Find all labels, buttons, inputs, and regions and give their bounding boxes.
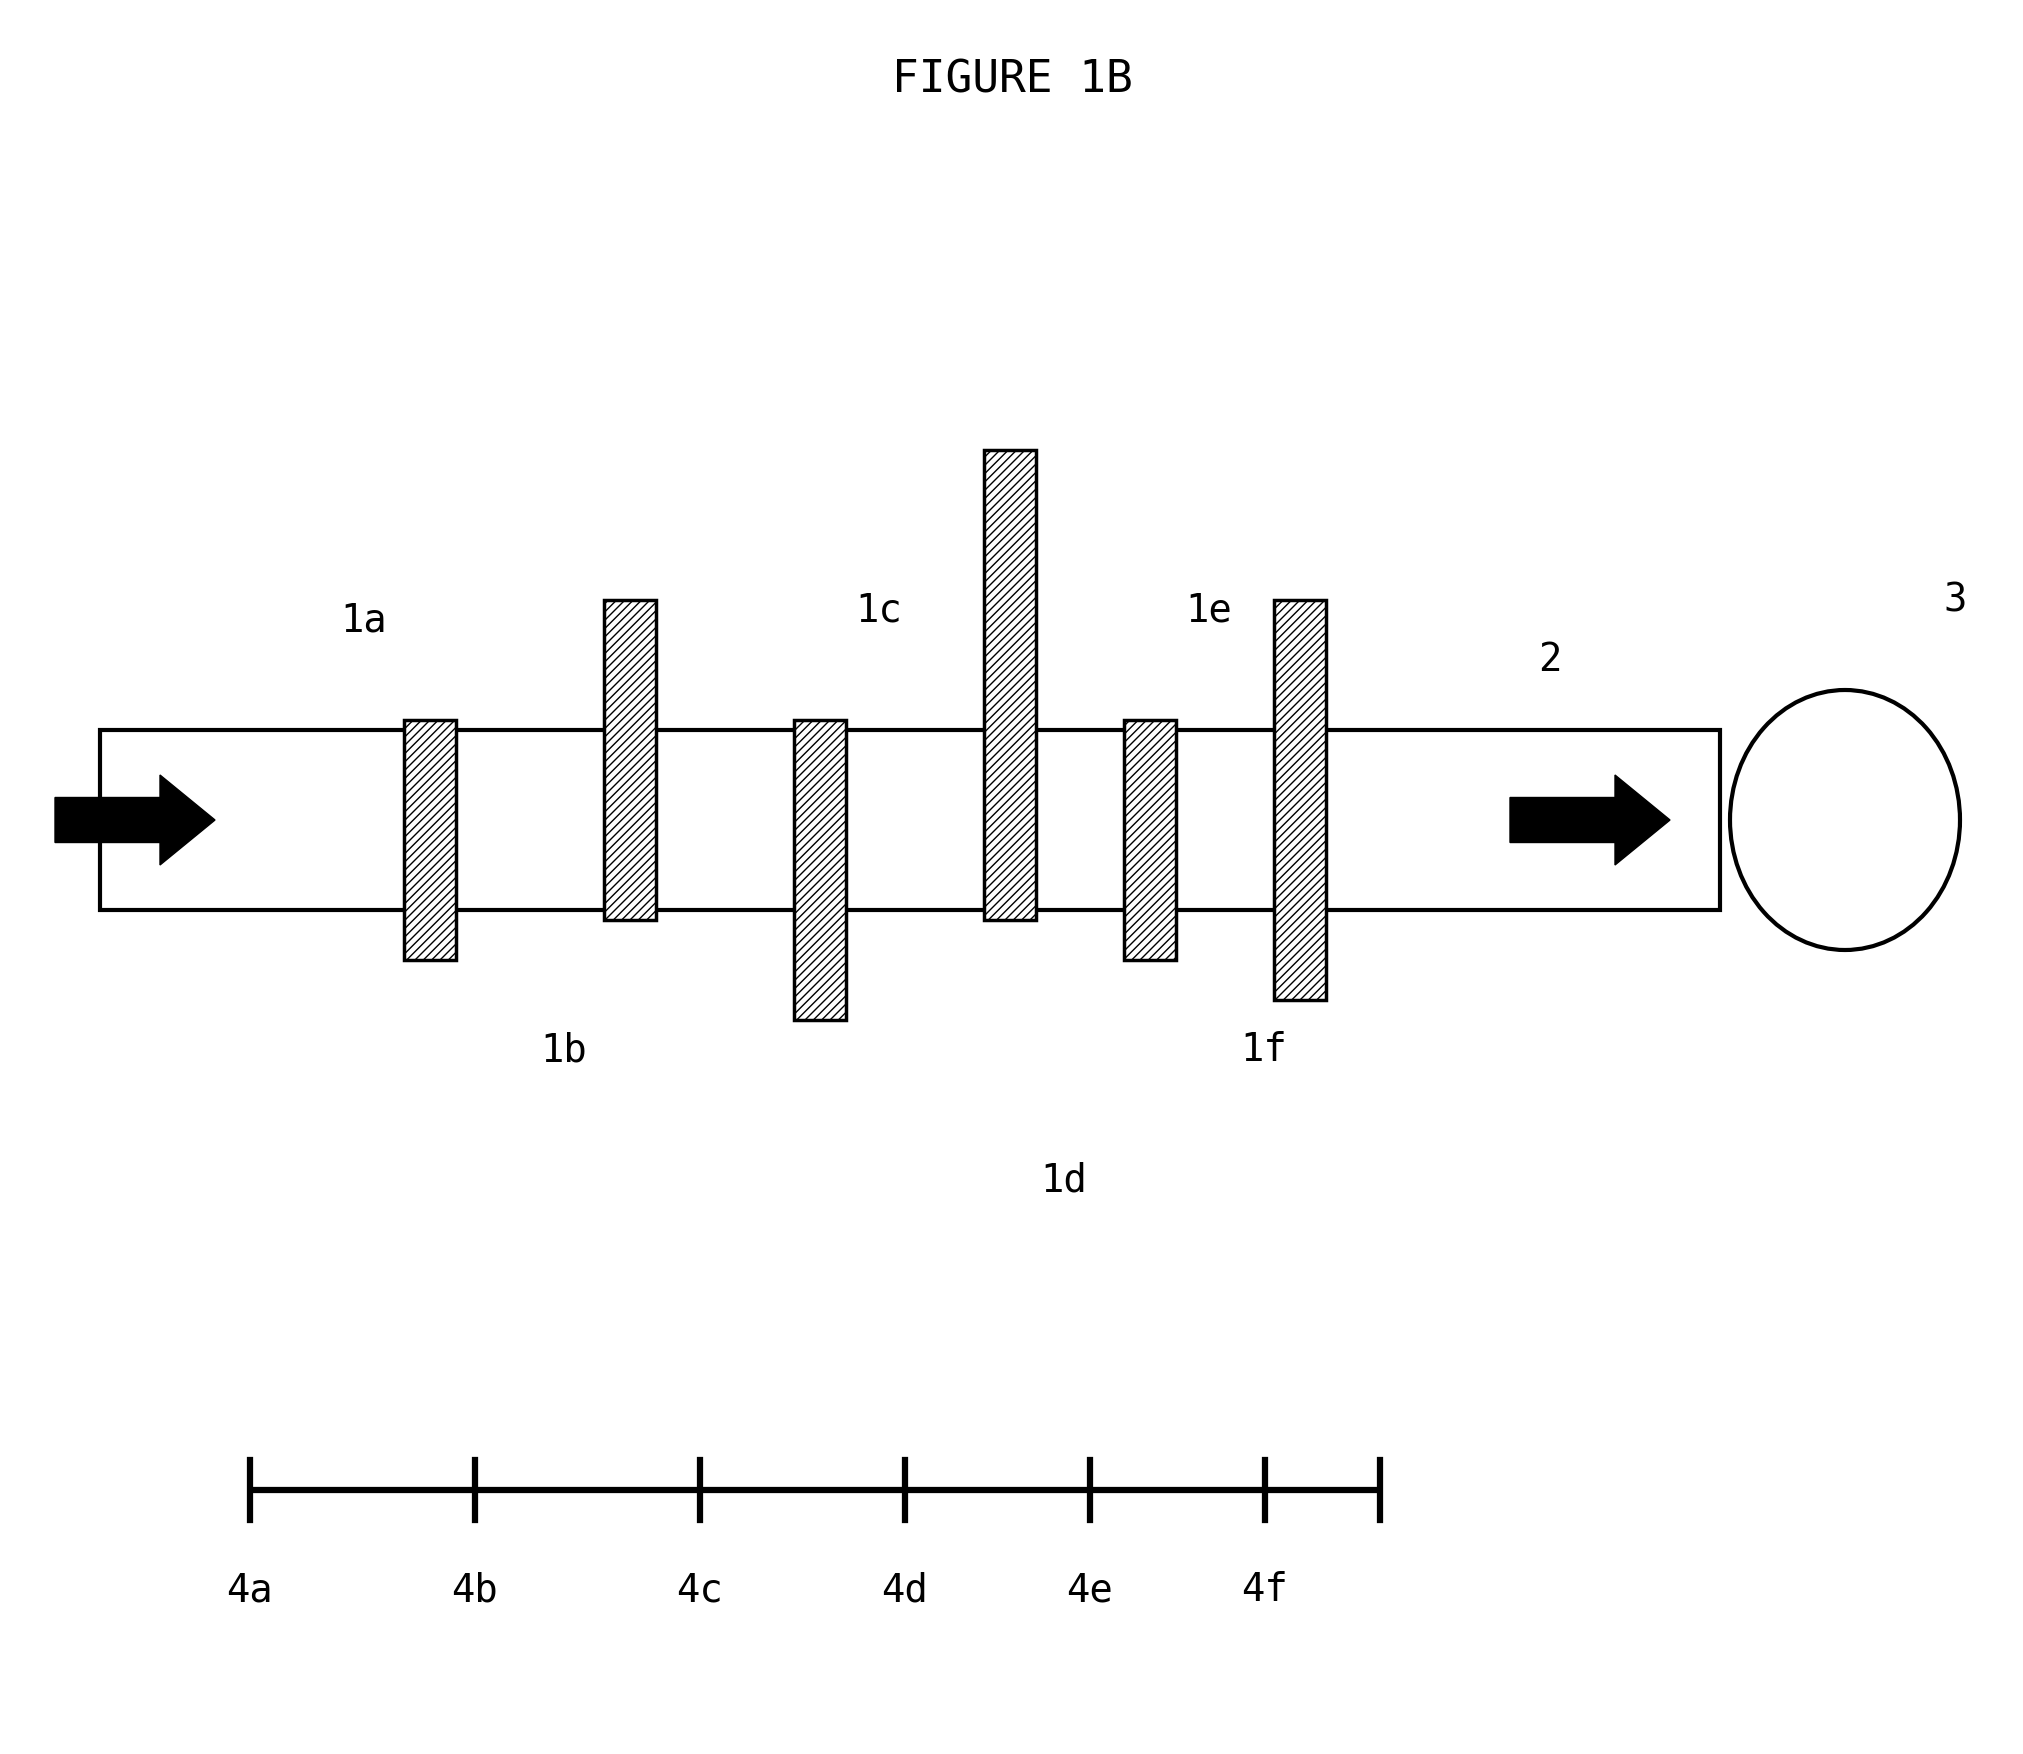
Text: 4b: 4b	[451, 1572, 498, 1608]
Text: 1e: 1e	[1183, 591, 1232, 630]
FancyArrow shape	[55, 775, 214, 865]
Text: 1c: 1c	[854, 591, 902, 630]
Bar	[1272, 600, 1325, 1000]
Bar	[1123, 719, 1175, 959]
Text: 4f: 4f	[1240, 1572, 1289, 1608]
Text: 1d: 1d	[1040, 1161, 1086, 1200]
FancyArrow shape	[1509, 775, 1669, 865]
Bar	[603, 600, 655, 921]
Bar	[793, 719, 846, 1021]
Bar	[99, 730, 1720, 910]
Bar	[983, 451, 1036, 921]
Text: 4d: 4d	[882, 1572, 929, 1608]
Text: 4a: 4a	[227, 1572, 273, 1608]
Text: 1f: 1f	[1240, 1031, 1287, 1068]
Text: 4e: 4e	[1066, 1572, 1113, 1608]
Text: 3: 3	[1942, 581, 1966, 619]
Bar	[405, 719, 455, 959]
Text: 1a: 1a	[340, 602, 386, 638]
Text: FIGURE 1B: FIGURE 1B	[892, 58, 1131, 102]
Text: 1b: 1b	[540, 1031, 587, 1068]
Text: 4c: 4c	[676, 1572, 722, 1608]
Ellipse shape	[1730, 689, 1958, 951]
Text: 2: 2	[1537, 640, 1562, 679]
